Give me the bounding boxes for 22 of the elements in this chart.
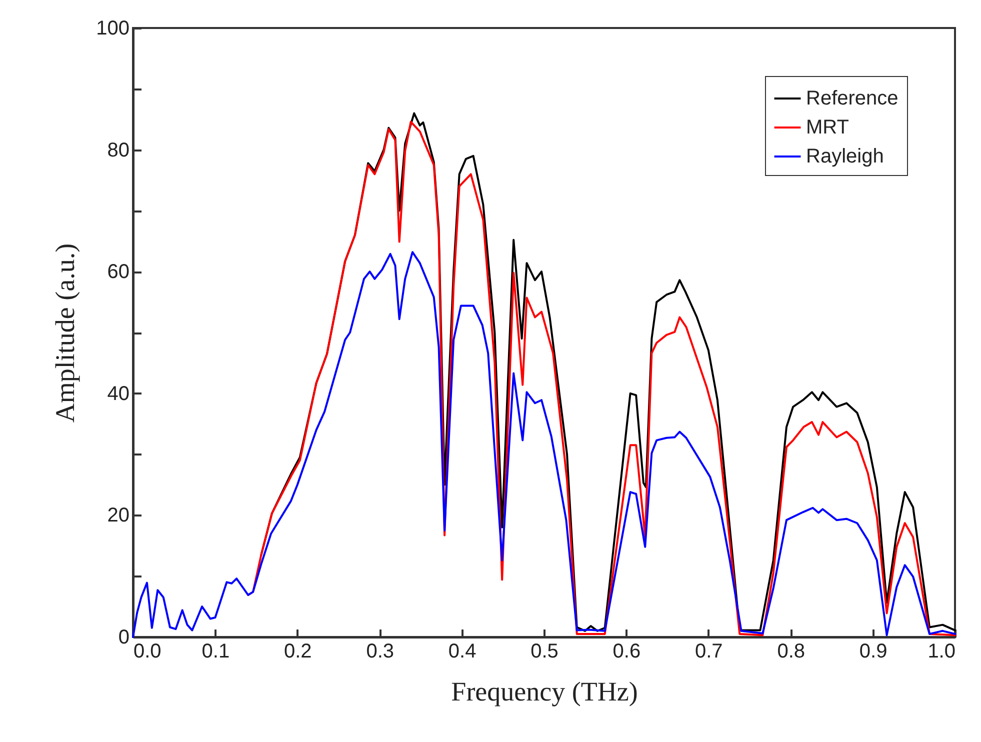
y-tick-label: 80	[107, 139, 130, 162]
legend-label: Reference	[806, 88, 898, 110]
x-tick-label: 0.3	[366, 640, 394, 662]
x-tick-label: 0.7	[694, 640, 723, 662]
y-tick-label: 0	[118, 626, 130, 648]
y-axis-title: Amplitude (a.u.)	[50, 243, 80, 423]
y-tick-label: 60	[107, 261, 130, 284]
x-tick-label: 0.0	[134, 640, 162, 662]
legend-label: MRT	[806, 116, 849, 138]
x-tick-label: 1.0	[928, 640, 956, 662]
x-tick-label: 0.2	[284, 640, 312, 662]
x-axis-title: Frequency (THz)	[451, 676, 638, 706]
x-tick-label: 0.6	[612, 640, 641, 662]
x-tick-label: 0.8	[777, 640, 806, 662]
y-tick-label: 40	[107, 382, 130, 405]
y-tick-label: 20	[107, 504, 130, 527]
x-tick-label: 0.5	[530, 640, 558, 662]
x-tick-label: 0.9	[859, 640, 888, 662]
x-tick-label: 0.1	[202, 640, 230, 662]
x-tick-label: 0.4	[448, 640, 476, 662]
legend-label: Rayleigh	[806, 146, 884, 168]
y-tick-label: 100	[96, 18, 130, 40]
